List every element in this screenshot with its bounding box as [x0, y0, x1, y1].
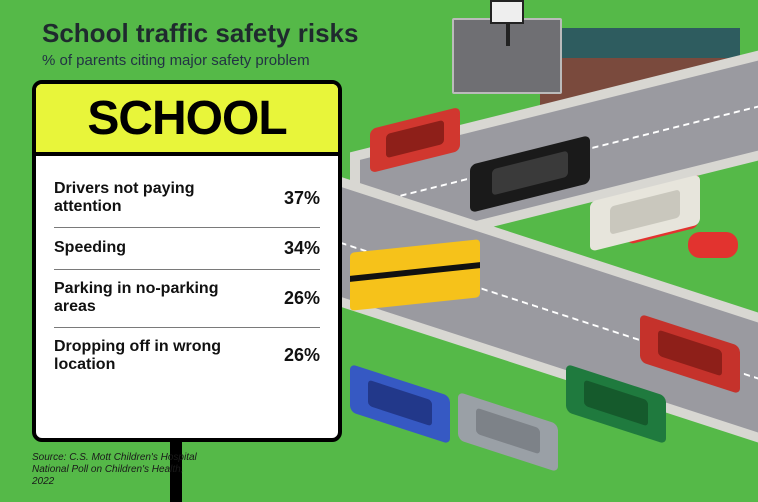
infographic-canvas: School traffic safety risks % of parents…	[0, 0, 758, 502]
row-value: 26%	[284, 345, 320, 366]
source-attribution: Source: C.S. Mott Children's Hospital Na…	[32, 452, 202, 488]
row-value: 34%	[284, 238, 320, 259]
school-sign-panel: SCHOOL Drivers not paying attention 37% …	[32, 80, 342, 442]
row-value: 37%	[284, 188, 320, 209]
table-row: Parking in no-parking areas 26%	[54, 270, 320, 328]
infographic-subtitle: % of parents citing major safety problem	[42, 52, 310, 69]
infographic-title: School traffic safety risks	[42, 18, 358, 49]
table-row: Speeding 34%	[54, 228, 320, 270]
sign-data-table: Drivers not paying attention 37% Speedin…	[36, 156, 338, 390]
sign-header: SCHOOL	[36, 84, 338, 156]
table-row: Dropping off in wrong location 26%	[54, 328, 320, 385]
row-value: 26%	[284, 288, 320, 309]
row-label: Dropping off in wrong location	[54, 338, 224, 375]
sign-title: SCHOOL	[87, 91, 286, 146]
row-label: Parking in no-parking areas	[54, 280, 224, 317]
row-label: Drivers not paying attention	[54, 180, 224, 217]
table-row: Drivers not paying attention 37%	[54, 170, 320, 228]
row-label: Speeding	[54, 239, 126, 257]
